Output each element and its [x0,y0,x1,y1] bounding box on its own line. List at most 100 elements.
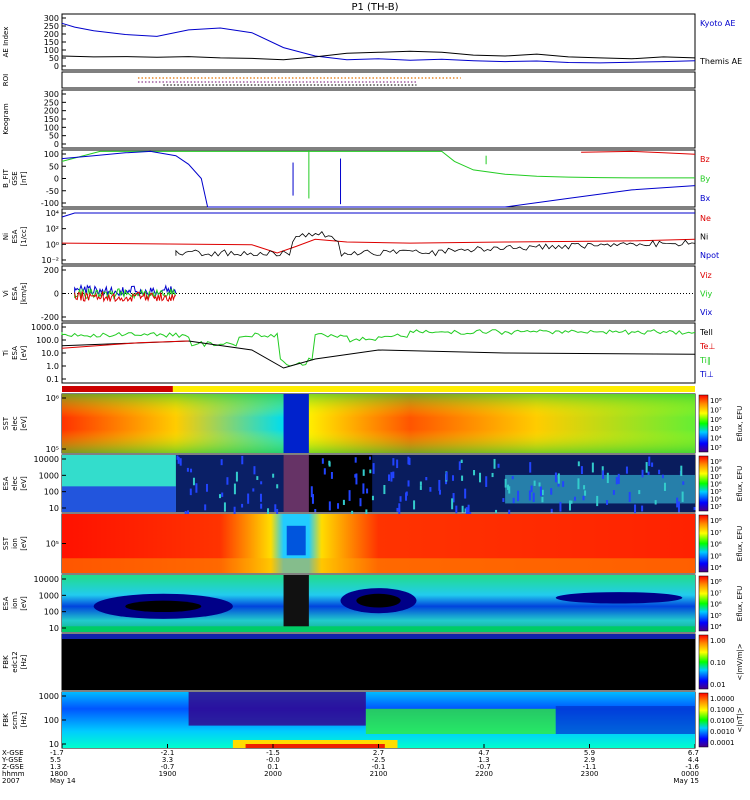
esa-electron-speck [224,502,226,511]
esa-electron-speck [459,461,461,470]
fbk-scm-dark [189,692,366,726]
esa-electron-speck [241,456,243,464]
esa_i-colorbar-label: Eflux, EFU [736,586,744,621]
fbk_edc-heatmap [62,634,695,690]
esa-electron-speck [360,498,362,506]
esa-electron-speck [468,505,470,514]
fbk_scm-ylabel: [Hz] [20,713,28,728]
esa-ion-gap [284,575,309,632]
esa_i-colorbar-tick: 10⁴ [710,623,722,631]
esa-electron-gap [284,455,309,512]
fbk-scm-late [556,706,695,734]
esa-electron-speck [618,474,620,484]
esa-electron-speck [676,498,678,508]
esa_i-colorbar-tick: 10⁵ [710,612,722,620]
xaxis-value: 2200 [475,770,493,778]
ni-frame [62,209,695,264]
esa-electron-speck [534,481,536,486]
esa_i-tick-label: 10000 [34,575,59,584]
ti-ylabel: Ti [2,350,10,357]
esa-electron-speck [314,509,316,512]
esa-electron-speck [541,497,543,502]
bfit-legend-Bz: Bz [700,155,710,164]
esa-electron-speck [539,482,541,486]
esa_i-colorbar-tick: 10⁷ [710,589,722,597]
ae-ylabel: AE Index [2,27,10,58]
esa-electron-speck [682,481,684,484]
sst_e-colorbar [699,395,708,452]
esa-electron-speck [578,461,580,466]
xaxis-value: 2300 [581,770,599,778]
esa-electron-speck [260,494,262,502]
esa-electron-speck [629,492,631,502]
esa-electron-speck [529,462,531,473]
esa-electron-speck [507,485,509,490]
keogram-ylabel: Keogram [2,103,10,134]
esa-electron-speck [390,472,392,481]
fbk_edc-ylabel: FBK [2,655,10,669]
esa-electron-speck [221,459,223,465]
esa-electron-speck [392,472,394,479]
fbk_scm-colorbar-tick: 0.0100 [710,717,735,725]
xaxis-value: 2000 [264,770,282,778]
esa-electron-speck [577,478,579,489]
fbk-scm-green [366,709,556,734]
sst_e-colorbar-tick: 10⁶ [710,416,722,424]
esa-electron-speck [221,493,223,497]
bfit-legend-By: By [700,175,710,184]
sst-electron-gap [284,394,309,453]
esa-electron-speck [498,464,500,468]
fbk_edc-colorbar-tick: 1.00 [710,637,726,645]
esa-electron-speck [276,484,278,488]
esa-electron-speck [388,474,390,481]
ni-ylabel: [1/cc] [20,226,28,246]
fbk_scm-heatmap [62,692,695,748]
ni-ylabel: ESA [11,229,19,243]
esa-electron-speck [592,463,594,473]
esa-electron-speck [646,462,648,473]
esa-electron-speck [517,491,519,502]
esa-electron-speck [274,504,276,512]
ni-tick-label: 10⁰ [46,240,59,249]
sst_i-colorbar-tick: 10⁶ [710,541,722,549]
sst_i-colorbar-tick: 10⁸ [710,517,722,525]
esa-electron-speck [178,457,180,464]
sst_e-tick-label: 10⁵ [46,445,59,454]
esa-electron-speck [495,510,497,513]
bfit-frame [62,150,695,207]
fbk_scm-tick-label: 100 [44,716,59,725]
ni-ni [176,232,695,256]
esa-electron-speck [253,466,255,474]
esa_i-ylabel: [eV] [20,596,28,611]
esa-electron-speck [407,457,409,465]
fbk_scm-ylabel: FBK [2,713,10,727]
sst_e-colorbar-tick: 10³ [710,444,722,452]
plot-title: P1 (TH-B) [351,2,398,13]
keogram-frame [62,90,695,148]
esa-electron-speck [583,496,585,501]
ae-legend-Kyoto AE: Kyoto AE [700,19,735,28]
esa-electron-speck [241,504,243,508]
esa-electron-speck [252,488,254,491]
esa-electron-speck [542,490,544,495]
esa-electron-speck [562,481,564,487]
sst_e-colorbar-tick: 10⁵ [710,425,722,433]
bfit-tick-label: 0 [54,175,59,184]
esa-electron-speck [551,509,553,513]
esa-electron-speck [555,473,557,483]
esa-electron-speck [383,485,385,494]
esa-electron-speck [502,498,504,502]
esa-electron-speck [329,462,331,467]
fbk_scm-colorbar-tick: 0.0010 [710,728,735,736]
esa-electron-speck [479,473,481,483]
ni-npot [62,213,695,217]
ti-tick-label: 1.0 [46,362,59,371]
esa-electron-speck [219,494,221,498]
roi-frame [62,72,695,88]
ti-ti-para [62,330,695,366]
esa-electron-speck [446,472,448,480]
ti-ylabel: ESA [11,346,19,360]
esa-electron-speck [648,457,650,466]
esa-ion-blob-1-core [125,601,201,612]
ni-tick-label: 10⁴ [46,209,59,218]
